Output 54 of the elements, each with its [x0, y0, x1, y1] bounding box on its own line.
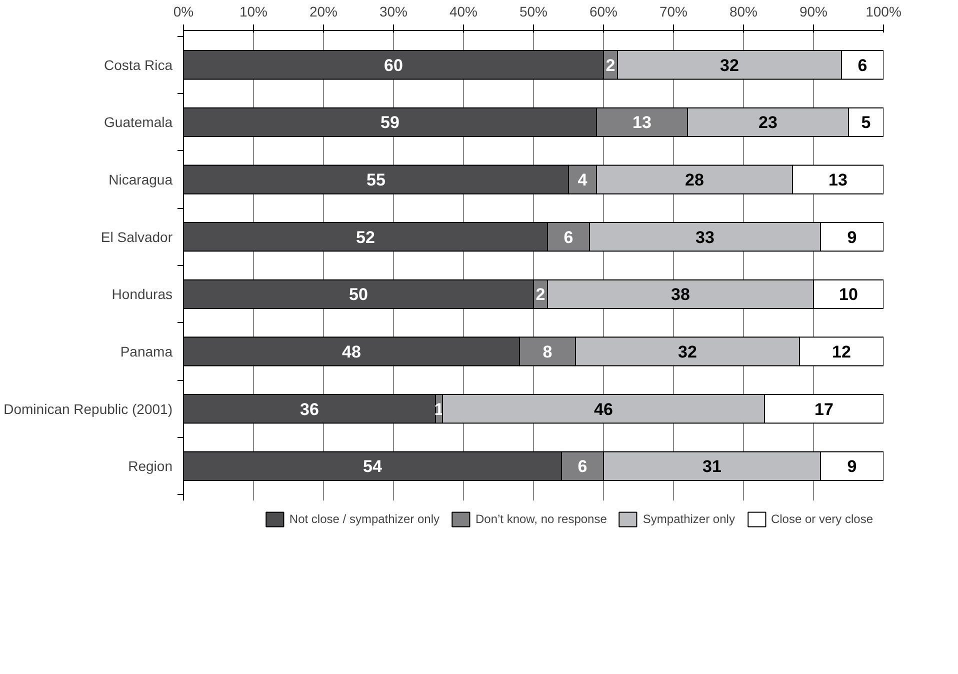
- data-label: 9: [847, 457, 857, 476]
- data-label: 5: [861, 113, 871, 132]
- data-label: 32: [678, 342, 697, 362]
- data-label: 36: [300, 400, 319, 419]
- data-label: 4: [578, 170, 588, 190]
- data-label: 6: [578, 457, 588, 476]
- data-label: 9: [847, 228, 857, 247]
- data-label: 2: [536, 285, 546, 304]
- data-label: 31: [702, 457, 722, 476]
- data-label: 50: [349, 285, 368, 304]
- data-label: 46: [594, 400, 613, 419]
- legend-label: Don’t know, no response: [475, 512, 607, 526]
- data-label: 6: [858, 56, 868, 75]
- y-tick-label: Region: [128, 458, 173, 474]
- legend-label: Close or very close: [770, 512, 873, 526]
- data-label: 13: [828, 170, 848, 190]
- y-tick-label: Honduras: [112, 286, 172, 302]
- data-label: 10: [839, 285, 858, 304]
- data-label: 32: [720, 56, 739, 75]
- data-label: 6: [564, 228, 574, 247]
- x-tick-label: 90%: [799, 4, 828, 20]
- legend-label: Not close / sympathizer only: [289, 512, 440, 526]
- x-tick-label: 40%: [449, 4, 478, 20]
- data-label: 12: [832, 342, 851, 362]
- data-label: 33: [696, 228, 714, 247]
- data-label: 52: [356, 228, 375, 247]
- x-tick-label: 30%: [379, 4, 408, 20]
- x-tick-label: 80%: [729, 4, 758, 20]
- data-label: 17: [814, 400, 834, 419]
- data-label: 13: [632, 113, 652, 132]
- y-tick-label: Costa Rica: [104, 56, 173, 73]
- x-tick-label: 50%: [519, 4, 548, 20]
- y-tick-label: Panama: [120, 343, 173, 360]
- y-tick-label: El Salvador: [100, 228, 173, 245]
- data-label: 48: [342, 342, 361, 362]
- data-label: 54: [363, 457, 382, 476]
- data-label: 28: [685, 170, 704, 190]
- y-tick-label: Guatemala: [104, 114, 173, 130]
- x-tick-label: 0%: [173, 4, 194, 20]
- data-label: 60: [384, 56, 403, 75]
- data-label: 55: [366, 170, 386, 190]
- data-label: 38: [671, 285, 690, 304]
- x-tick-label: 70%: [659, 4, 688, 20]
- data-label: 59: [380, 113, 400, 132]
- legend-label: Sympathizer only: [642, 512, 735, 526]
- y-tick-label: Nicaragua: [108, 172, 173, 188]
- y-tick-label: Dominican Republic (2001): [4, 400, 173, 417]
- x-tick-label: 100%: [866, 4, 902, 20]
- data-label: 2: [606, 56, 616, 75]
- data-label: 23: [758, 113, 778, 132]
- data-label: 8: [542, 342, 552, 362]
- x-tick-label: 60%: [589, 4, 618, 20]
- x-tick-label: 20%: [309, 4, 338, 20]
- x-tick-label: 10%: [239, 4, 268, 20]
